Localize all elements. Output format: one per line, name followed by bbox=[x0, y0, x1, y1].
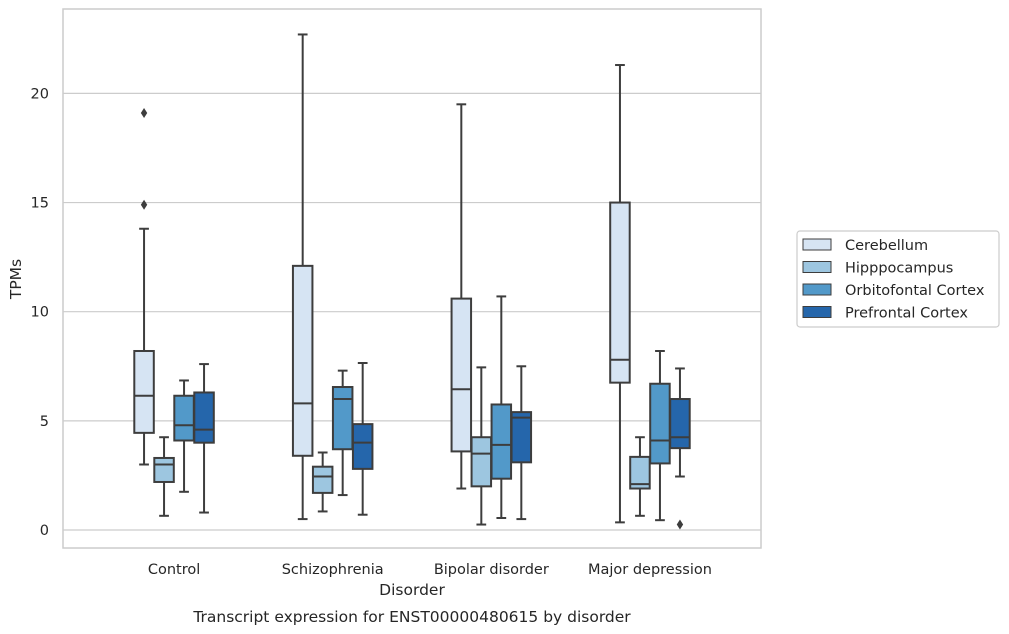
x-tick-labels: Control Schizophrenia Bipolar disorder Majo… bbox=[148, 562, 712, 578]
outlier-point bbox=[676, 519, 684, 530]
legend-swatch bbox=[802, 261, 832, 273]
box-group bbox=[649, 349, 671, 522]
box-group bbox=[510, 365, 533, 521]
box bbox=[490, 403, 513, 480]
box bbox=[193, 391, 215, 444]
box-group bbox=[351, 362, 374, 516]
box bbox=[450, 297, 473, 453]
x-axis-title: Disorder bbox=[379, 581, 445, 599]
box bbox=[351, 423, 374, 470]
box-group bbox=[450, 103, 473, 490]
box bbox=[609, 201, 631, 384]
y-tick-label: 10 bbox=[31, 305, 49, 321]
y-tick-label: 5 bbox=[40, 414, 49, 430]
box-group bbox=[609, 64, 631, 524]
box-series bbox=[133, 33, 691, 530]
y-axis-title: TPMs bbox=[7, 259, 25, 300]
legend-label: Hipppocampus bbox=[845, 261, 953, 277]
box bbox=[629, 455, 651, 490]
box-group bbox=[629, 436, 651, 517]
y-tick-label: 15 bbox=[31, 196, 49, 212]
box-group bbox=[470, 366, 493, 526]
box bbox=[649, 382, 671, 465]
box-group bbox=[311, 451, 334, 513]
chart-caption: Transcript expression for ENST0000048061… bbox=[192, 608, 631, 626]
x-tick-label: Major depression bbox=[588, 562, 712, 578]
box-group bbox=[490, 295, 513, 519]
legend-swatch bbox=[802, 283, 832, 296]
box bbox=[510, 411, 533, 464]
box-group bbox=[133, 108, 155, 466]
legend-swatch bbox=[802, 306, 832, 318]
box bbox=[133, 349, 155, 434]
legend-frame bbox=[796, 230, 1000, 328]
x-tick-label: Control bbox=[148, 562, 200, 578]
y-tick-labels: 0 5 10 15 20 bbox=[31, 86, 49, 539]
legend-swatch bbox=[802, 238, 832, 251]
box-group bbox=[331, 369, 354, 497]
box-group bbox=[669, 367, 691, 530]
box bbox=[669, 398, 691, 450]
x-tick-label: Bipolar disorder bbox=[434, 562, 549, 578]
y-tick-label: 0 bbox=[40, 523, 49, 539]
box bbox=[470, 436, 493, 488]
x-tick-label: Schizophrenia bbox=[282, 562, 384, 578]
box bbox=[173, 394, 195, 442]
box bbox=[291, 264, 314, 457]
plot-frame bbox=[62, 8, 762, 549]
legend-label: Orbitofontal Cortex bbox=[845, 283, 985, 299]
legend: Cerebellum Hipppocampus Orbitofontal Corte… bbox=[796, 230, 1000, 328]
box-group bbox=[193, 363, 215, 514]
box-group bbox=[173, 379, 195, 493]
outlier-point bbox=[140, 199, 148, 210]
legend-label: Prefrontal Cortex bbox=[845, 306, 968, 322]
outlier-point bbox=[140, 108, 148, 119]
box-group bbox=[291, 33, 314, 521]
y-tick-label: 20 bbox=[31, 86, 49, 102]
box bbox=[153, 456, 175, 483]
legend-label: Cerebellum bbox=[845, 238, 928, 254]
box-group bbox=[153, 436, 175, 517]
box bbox=[311, 465, 334, 494]
box bbox=[331, 386, 354, 451]
